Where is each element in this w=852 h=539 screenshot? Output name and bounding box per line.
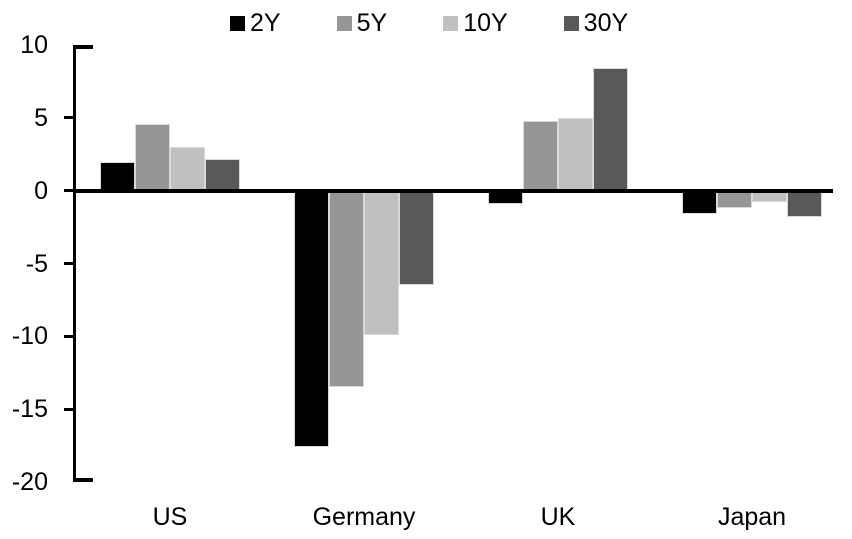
legend-swatch-2y: [230, 15, 245, 31]
legend-swatch-5y: [336, 15, 352, 31]
x-category-label-germany: Germany: [312, 503, 416, 531]
legend-item-10y: 10Y: [443, 9, 508, 37]
legend-label-2y: 2Y: [250, 9, 281, 37]
bar-germany-10y: [364, 190, 399, 335]
legend-item-30y: 30Y: [563, 9, 629, 37]
x-category-label-japan: Japan: [717, 503, 787, 531]
y-tick-mark--20: [73, 478, 93, 482]
legend-label-5y: 5Y: [356, 9, 388, 37]
bar-uk-10y: [558, 117, 593, 191]
y-tick-mark--15: [64, 407, 73, 411]
y-tick-mark--10: [64, 334, 73, 338]
bar-us-5y: [135, 123, 170, 191]
plot-area: [64, 45, 833, 482]
bar-japan-2y: [682, 190, 717, 214]
legend: 2Y 5Y 10Y 30Y: [230, 9, 628, 37]
y-tick-mark-0: [64, 189, 73, 193]
legend-swatch-10y: [443, 15, 459, 31]
y-tick-label-0: 0: [34, 176, 48, 205]
zero-axis-line: [73, 188, 833, 193]
legend-item-2y: 2Y: [230, 9, 281, 37]
y-tick-label--20: -20: [11, 468, 48, 496]
legend-label-30y: 30Y: [583, 9, 629, 37]
bar-us-30y: [205, 158, 240, 191]
bar-uk-30y: [593, 68, 628, 191]
y-tick-label--15: -15: [11, 395, 48, 424]
bar-japan-30y: [787, 190, 822, 217]
y-tick-label--5: -5: [25, 249, 48, 278]
x-category-label-us: US: [152, 503, 188, 531]
bar-germany-30y: [399, 190, 434, 286]
y-tick-label--10: -10: [11, 322, 48, 351]
bar-japan-5y: [717, 190, 752, 209]
y-tick-mark-10: [73, 45, 93, 49]
y-tick-label-10: 10: [20, 31, 48, 59]
legend-item-5y: 5Y: [336, 9, 388, 37]
bar-us-10y: [170, 146, 205, 191]
y-tick-mark-5: [64, 116, 73, 120]
bar-uk-5y: [523, 120, 558, 191]
y-axis-line: [73, 45, 76, 482]
bar-germany-2y: [294, 190, 329, 448]
y-tick-label-5: 5: [34, 103, 48, 132]
y-tick-mark--5: [64, 262, 73, 265]
bar-germany-5y: [329, 190, 364, 388]
legend-label-10y: 10Y: [463, 9, 508, 37]
x-category-label-uk: UK: [540, 503, 576, 531]
bar-us-2y: [100, 161, 135, 191]
legend-swatch-30y: [563, 15, 579, 31]
